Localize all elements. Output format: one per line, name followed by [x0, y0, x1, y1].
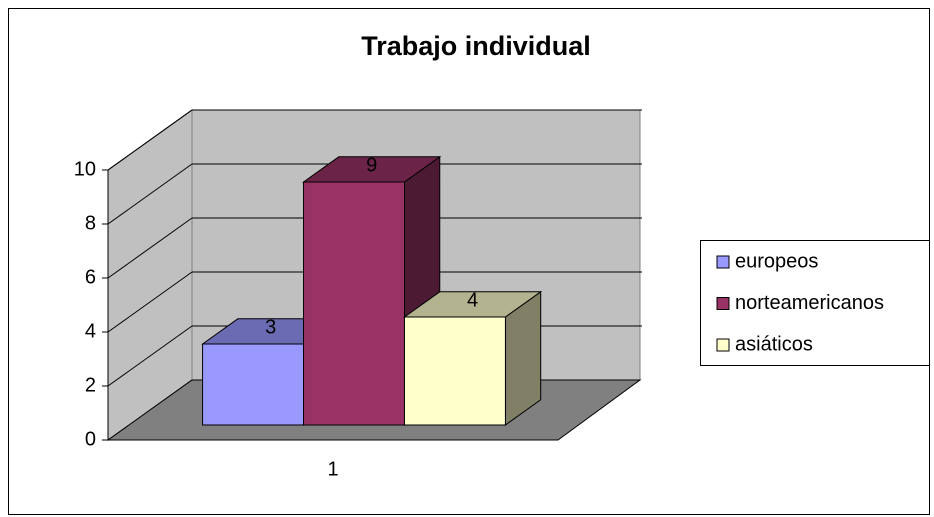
- legend-swatch: [716, 255, 730, 269]
- grid-line: [107, 271, 193, 333]
- y-tick-label: 2: [85, 374, 96, 396]
- grid-line: [107, 217, 193, 279]
- y-tick-label: 0: [85, 428, 96, 450]
- grid-line: [107, 325, 193, 387]
- chart-title: Trabajo individual: [361, 31, 591, 61]
- legend-label: asiáticos: [735, 333, 813, 355]
- bar: [202, 343, 305, 426]
- legend-swatch: [716, 297, 730, 310]
- legend-label: europeos: [735, 250, 818, 272]
- legend-swatch: [716, 338, 730, 352]
- y-tick-label: 4: [85, 320, 96, 342]
- y-tick-label: 8: [85, 212, 96, 234]
- y-tick-label: 10: [74, 158, 96, 180]
- grid-line: [107, 109, 193, 171]
- legend: [700, 240, 930, 366]
- value-label: 4: [467, 290, 478, 312]
- bar: [403, 316, 506, 426]
- value-label: 9: [366, 155, 377, 177]
- value-label: 3: [265, 317, 276, 339]
- legend-label: norteamericanos: [735, 292, 884, 314]
- grid-line: [107, 163, 193, 225]
- bar: [303, 181, 405, 426]
- y-tick-label: 6: [85, 266, 96, 288]
- x-tick-label: 1: [327, 458, 338, 480]
